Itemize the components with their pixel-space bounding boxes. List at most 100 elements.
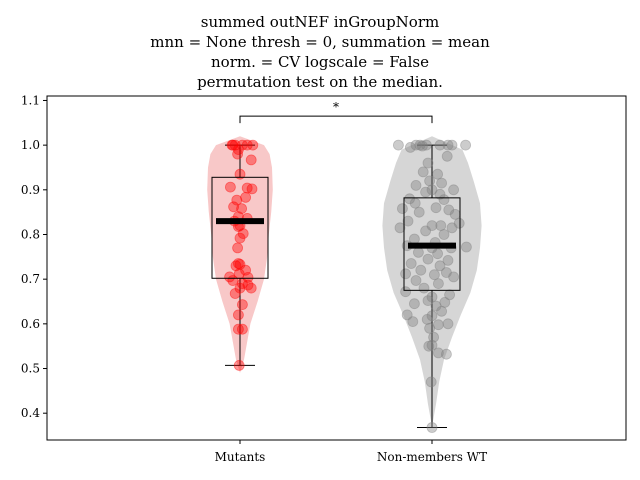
plot-frame (46, 95, 627, 441)
data-point-non-members-wt-71 (424, 322, 436, 334)
data-point-mutants-26 (234, 258, 246, 270)
data-point-non-members-wt-36 (438, 229, 450, 240)
data-point-non-members-wt-65 (401, 309, 413, 321)
data-point-mutants-3 (232, 144, 244, 156)
data-point-mutants-22 (237, 228, 249, 240)
data-point-mutants-38 (236, 299, 248, 311)
chart-title-line-3: norm. = CV logscale = False (211, 53, 429, 71)
data-point-non-members-wt-74 (426, 339, 438, 351)
data-point-non-members-wt-55 (432, 278, 444, 290)
data-point-non-members-wt-68 (442, 318, 454, 330)
data-point-non-members-wt-25 (396, 203, 408, 215)
data-point-non-members-wt-1 (404, 141, 416, 153)
data-point-non-members-wt-4 (420, 139, 432, 151)
data-point-non-members-wt-64 (436, 305, 448, 317)
data-point-mutants-34 (242, 279, 254, 291)
data-point-non-members-wt-5 (434, 139, 446, 151)
data-point-mutants-9 (234, 168, 246, 180)
data-point-non-members-wt-29 (402, 215, 414, 227)
y-tick-label-7: 1.1 (21, 93, 40, 107)
data-point-non-members-wt-19 (434, 188, 446, 200)
data-point-non-members-wt-21 (404, 193, 416, 205)
data-point-non-members-wt-28 (449, 208, 461, 220)
data-point-mutants-2 (229, 139, 241, 151)
data-point-non-members-wt-48 (434, 260, 446, 272)
data-point-mutants-6 (247, 139, 259, 151)
data-point-non-members-wt-77 (425, 376, 437, 388)
data-point-non-members-wt-31 (435, 220, 447, 232)
data-point-mutants-16 (236, 203, 248, 215)
data-point-non-members-wt-17 (426, 184, 438, 196)
data-point-non-members-wt-13 (432, 168, 444, 180)
y-tick-label-3: 0.7 (21, 272, 40, 286)
data-point-mutants-41 (236, 323, 248, 335)
x-tick-label-0: Mutants (215, 450, 266, 464)
data-point-non-members-wt-72 (428, 331, 440, 343)
data-point-non-members-wt-78 (426, 422, 438, 433)
data-point-non-members-wt-60 (422, 295, 434, 307)
data-point-mutants-30 (224, 271, 236, 283)
x-tick-label-1: Non-members WT (377, 450, 487, 464)
data-point-non-members-wt-56 (418, 282, 430, 294)
y-tick-label-4: 0.8 (21, 227, 40, 241)
y-tick-label-5: 0.9 (21, 183, 40, 197)
data-point-non-members-wt-30 (426, 220, 438, 232)
data-point-non-members-wt-24 (430, 202, 442, 214)
data-point-mutants-4 (236, 139, 248, 151)
data-point-mutants-42 (233, 359, 245, 371)
data-point-non-members-wt-20 (448, 184, 460, 196)
y-tick-label-0: 0.4 (21, 406, 40, 420)
data-point-non-members-wt-62 (408, 298, 420, 310)
data-point-non-members-wt-15 (436, 177, 448, 189)
significance-bracket (239, 115, 433, 124)
data-point-mutants-11 (241, 182, 253, 194)
data-point-non-members-wt-69 (407, 316, 419, 328)
data-point-mutants-13 (240, 191, 252, 203)
data-point-mutants-24 (232, 242, 244, 254)
data-point-non-members-wt-58 (444, 289, 456, 301)
data-point-non-members-wt-14 (424, 175, 436, 187)
data-point-non-members-wt-70 (432, 319, 444, 331)
data-point-mutants-15 (228, 201, 240, 213)
y-tick-label-1: 0.5 (21, 362, 40, 376)
data-point-mutants-10 (224, 181, 236, 193)
data-point-non-members-wt-53 (448, 271, 460, 283)
data-point-non-members-wt-35 (453, 217, 465, 229)
data-point-non-members-wt-75 (432, 347, 444, 359)
data-point-non-members-wt-34 (420, 225, 432, 237)
y-tick-label-2: 0.6 (21, 317, 40, 331)
data-point-non-members-wt-0 (392, 139, 404, 151)
data-point-non-members-wt-46 (442, 254, 454, 266)
violin-non-members-wt (382, 136, 482, 427)
data-point-mutants-29 (233, 268, 245, 280)
data-point-mutants-36 (234, 282, 246, 294)
data-point-mutants-0 (226, 139, 238, 151)
data-point-non-members-wt-52 (428, 269, 440, 281)
data-point-non-members-wt-76 (440, 348, 452, 360)
data-point-non-members-wt-32 (446, 222, 458, 234)
data-point-mutants-31 (242, 271, 254, 283)
data-point-non-members-wt-63 (430, 300, 442, 312)
data-point-mutants-32 (227, 275, 239, 286)
data-point-non-members-wt-11 (422, 157, 434, 169)
data-point-mutants-1 (227, 139, 239, 151)
significance-label: * (333, 100, 339, 114)
box-non-members-wt (403, 197, 461, 291)
data-point-non-members-wt-67 (421, 313, 433, 325)
data-point-non-members-wt-45 (422, 253, 434, 265)
data-point-mutants-39 (232, 309, 244, 321)
data-point-mutants-12 (246, 183, 258, 195)
data-point-non-members-wt-18 (420, 186, 432, 198)
plot-area (207, 136, 482, 433)
data-point-non-members-wt-26 (443, 204, 455, 216)
data-point-non-members-wt-10 (441, 150, 453, 162)
y-tick-label-6: 1.0 (21, 138, 40, 152)
data-point-non-members-wt-2 (410, 139, 422, 151)
data-point-non-members-wt-51 (400, 268, 412, 280)
data-point-mutants-14 (231, 194, 243, 206)
data-point-non-members-wt-73 (423, 340, 435, 352)
data-point-mutants-27 (230, 260, 242, 272)
data-point-non-members-wt-44 (432, 248, 444, 260)
data-point-non-members-wt-49 (415, 264, 427, 276)
data-point-non-members-wt-8 (460, 139, 472, 151)
